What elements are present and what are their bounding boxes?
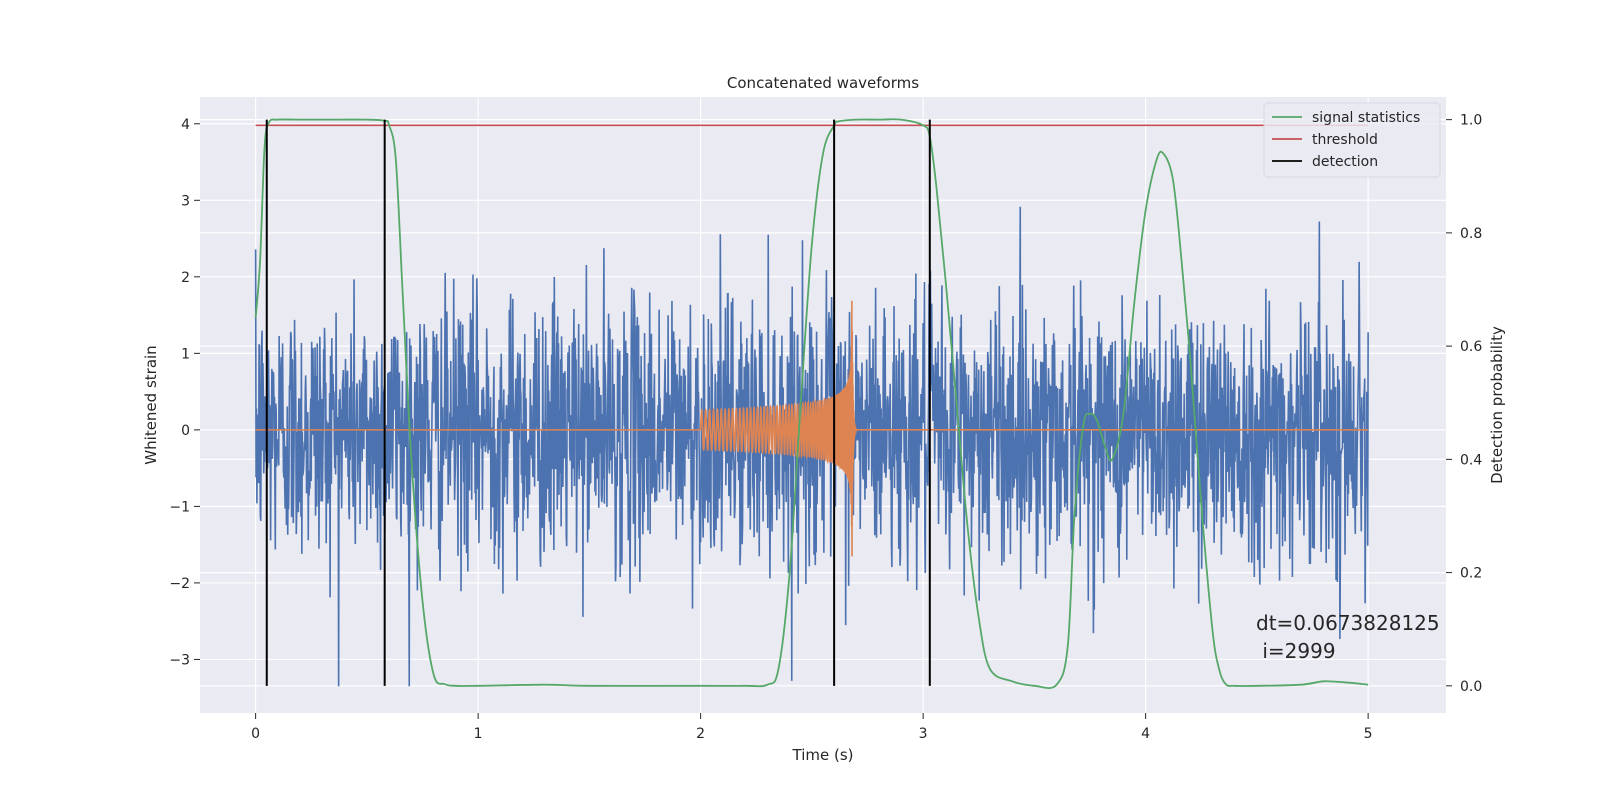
legend-label: threshold: [1312, 132, 1378, 148]
x-tick-label: 1: [474, 726, 483, 742]
right-y-axis: 0.0 0.2 0.4 0.6 0.8 1.0: [1446, 113, 1482, 695]
right-tick-label: 0.0: [1460, 679, 1482, 695]
left-tick-label: −2: [169, 576, 190, 592]
detection-series: [265, 119, 931, 686]
y2-axis-label: Detection probability: [1488, 326, 1506, 484]
x-tick-label: 4: [1141, 726, 1150, 742]
left-tick-label: −1: [169, 499, 190, 515]
left-tick-label: 1: [181, 346, 190, 362]
injected-waveform-series: [255, 300, 1369, 557]
x-axis-label: Time (s): [792, 746, 854, 764]
right-tick-label: 0.4: [1460, 452, 1482, 468]
annotation-dt: dt=0.0673828125: [1256, 611, 1440, 635]
x-tick-label: 3: [919, 726, 928, 742]
left-y-axis: −3 −2 −1 0 1 2 3 4: [169, 117, 200, 668]
right-tick-label: 0.6: [1460, 339, 1482, 355]
left-tick-label: 3: [181, 193, 190, 209]
legend-box: [1263, 102, 1441, 178]
right-tick-label: 0.8: [1460, 226, 1482, 242]
chart-title: Concatenated waveforms: [727, 74, 919, 92]
x-axis: 0 1 2 3 4 5: [251, 713, 1373, 742]
left-tick-label: 4: [181, 117, 190, 133]
x-tick-label: 0: [251, 726, 260, 742]
legend-label: signal statistics: [1312, 110, 1420, 126]
legend-label: detection: [1312, 154, 1378, 170]
plot-series: [254, 118, 1369, 690]
right-tick-label: 1.0: [1460, 113, 1482, 129]
annotation-index: i=2999: [1256, 639, 1336, 663]
x-tick-label: 5: [1364, 726, 1373, 742]
legend: signal statistics threshold detection: [1263, 102, 1441, 178]
x-tick-label: 2: [696, 726, 705, 742]
y-axis-label: Whitened strain: [142, 345, 160, 464]
left-tick-label: 0: [181, 423, 190, 439]
left-tick-label: −3: [169, 652, 190, 668]
whitened-strain-series: [254, 206, 1369, 687]
right-tick-label: 0.2: [1460, 566, 1482, 582]
left-tick-label: 2: [181, 270, 190, 286]
